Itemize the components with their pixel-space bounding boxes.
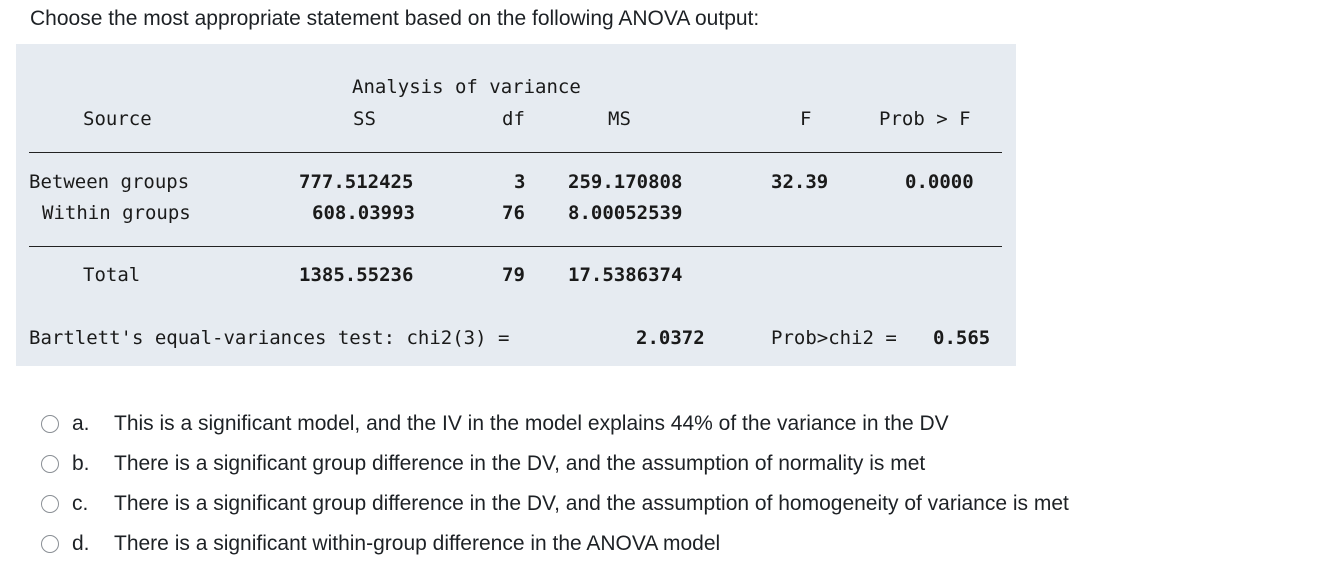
row-between-prob: 0.0000 bbox=[905, 171, 974, 193]
option-a[interactable]: a. This is a significant model, and the … bbox=[40, 404, 1069, 444]
row-between-ms: 259.170808 bbox=[568, 171, 683, 193]
radio-button-c[interactable] bbox=[41, 495, 59, 513]
question-prompt: Choose the most appropriate statement ba… bbox=[30, 7, 760, 30]
option-letter: c. bbox=[72, 492, 89, 515]
row-within-source: Within groups bbox=[42, 202, 191, 224]
header-rule bbox=[29, 152, 1002, 153]
option-label[interactable]: There is a significant group difference … bbox=[114, 452, 926, 475]
option-c[interactable]: c. There is a significant group differen… bbox=[40, 484, 1069, 524]
radio-button-d[interactable] bbox=[41, 535, 59, 553]
option-b[interactable]: b. There is a significant group differen… bbox=[40, 444, 1069, 484]
option-letter: b. bbox=[72, 452, 90, 475]
option-letter: a. bbox=[72, 412, 90, 435]
option-d[interactable]: d. There is a significant within-group d… bbox=[40, 524, 1069, 564]
option-label[interactable]: There is a significant group difference … bbox=[114, 492, 1069, 515]
option-letter: d. bbox=[72, 532, 90, 555]
row-between-f: 32.39 bbox=[771, 171, 829, 193]
total-rule bbox=[29, 246, 1002, 247]
option-label[interactable]: There is a significant within-group diff… bbox=[114, 532, 721, 555]
header-df: df bbox=[502, 108, 525, 130]
header-f: F bbox=[800, 108, 812, 130]
option-label[interactable]: This is a significant model, and the IV … bbox=[114, 412, 949, 435]
row-within-df: 76 bbox=[502, 202, 525, 224]
bartlett-prob-label: Prob>chi2 = bbox=[771, 327, 897, 349]
header-ss: SS bbox=[353, 108, 376, 130]
bartlett-prob: 0.565 bbox=[933, 327, 991, 349]
row-total-source: Total bbox=[83, 264, 141, 286]
row-total-df: 79 bbox=[502, 264, 525, 286]
radio-button-a[interactable] bbox=[41, 415, 59, 433]
header-prob: Prob > F bbox=[879, 108, 971, 130]
row-total-ms: 17.5386374 bbox=[568, 264, 683, 286]
anova-output-image: Analysis of variance Source SS df MS F P… bbox=[16, 44, 1016, 366]
answer-options: a. This is a significant model, and the … bbox=[40, 404, 1069, 564]
row-within-ms: 8.00052539 bbox=[568, 202, 683, 224]
bartlett-label: Bartlett's equal-variances test: chi2(3)… bbox=[29, 327, 510, 349]
radio-button-b[interactable] bbox=[41, 455, 59, 473]
header-ms: MS bbox=[608, 108, 631, 130]
row-within-ss: 608.03993 bbox=[312, 202, 415, 224]
row-between-ss: 777.512425 bbox=[299, 171, 414, 193]
anova-title: Analysis of variance bbox=[352, 76, 581, 98]
bartlett-chi2: 2.0372 bbox=[636, 327, 705, 349]
row-between-df: 3 bbox=[514, 171, 526, 193]
row-total-ss: 1385.55236 bbox=[299, 264, 414, 286]
header-source: Source bbox=[83, 108, 152, 130]
row-between-source: Between groups bbox=[29, 171, 190, 193]
